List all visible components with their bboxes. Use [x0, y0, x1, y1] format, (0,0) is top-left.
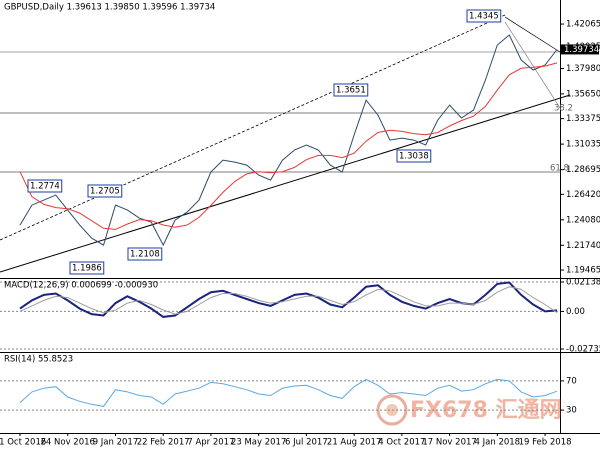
x-tick-label: 7 Apr 2017 [187, 438, 234, 448]
series-line [19, 34, 558, 247]
annotation-box [69, 261, 105, 275]
y-tick-label: 1.33375 [566, 114, 600, 124]
price-annotation: 1.4345 [469, 12, 499, 22]
fibo-label: 61.8 [550, 164, 569, 174]
chart-title: GBPUSD,Daily 1.39613 1.39850 1.39596 1.3… [4, 3, 215, 13]
price-annotation: 1.2774 [30, 182, 60, 192]
annotation-box [333, 83, 369, 97]
price-annotation: 1.2705 [90, 187, 120, 197]
price-annotation: 1.2108 [130, 250, 160, 260]
y-tick-label: 0.00 [566, 307, 585, 317]
fibo-trend [504, 16, 561, 53]
series-line [19, 286, 558, 315]
y-tick-label: 1.31035 [566, 140, 600, 150]
annotation-box [396, 149, 432, 163]
y-tick-label: -0.027353 [566, 345, 600, 355]
x-tick-label: 4 Oct 2017 [378, 438, 425, 448]
x-tick-label: 9 Jan 2017 [93, 438, 139, 448]
x-tick-label: 23 May 2017 [231, 438, 286, 448]
last-price-label: 1.39734 [564, 45, 599, 55]
fibo-label: 38.2 [554, 104, 573, 114]
y-tick-label: 1.42065 [566, 20, 600, 30]
trend-line [0, 94, 571, 273]
annotation-box [27, 179, 63, 193]
x-tick-label: 11 Oct 2016 [0, 438, 46, 448]
price-annotation: 1.1986 [72, 264, 102, 274]
x-tick-label: 24 Nov 2016 [41, 438, 95, 448]
price-annotation: 1.3651 [336, 86, 366, 96]
chart-layer: 1.420651.400251.379801.356501.333751.310… [0, 9, 600, 448]
x-tick-label: 21 Aug 2017 [327, 438, 381, 448]
y-tick-label: 0.021384 [566, 278, 600, 288]
y-tick-label: 1.19465 [566, 266, 600, 276]
y-tick-label: 70 [566, 376, 577, 386]
annotation-box [466, 9, 502, 23]
y-tick-label: 1.21740 [566, 241, 600, 251]
frames [0, 0, 600, 434]
rsi-title: RSI(14) 55.8523 [4, 355, 73, 365]
channel-line [0, 14, 506, 241]
series-line [19, 62, 558, 230]
macd-title: MACD(12,26,9) 0.000699 -0.000930 [4, 281, 158, 291]
y-tick-label: 1.35650 [566, 89, 600, 99]
x-tick-label: 4 Jan 2018 [475, 438, 521, 448]
annotation-box [127, 247, 163, 261]
series-line [19, 378, 558, 407]
y-tick-label: 30 [566, 406, 577, 416]
x-tick-label: 22 Feb 2017 [137, 438, 190, 448]
annotation-box [87, 184, 123, 198]
x-tick-label: 6 Jul 2017 [285, 438, 328, 448]
fibo-trend [504, 21, 561, 109]
x-tick-label: 17 Nov 2017 [422, 438, 476, 448]
y-tick-label: 1.24080 [566, 215, 600, 225]
y-tick-label: 1.26420 [566, 190, 600, 200]
y-tick-label: 1.37980 [566, 64, 600, 74]
y-tick-label: 1.28695 [566, 165, 600, 175]
x-tick-label: 19 Feb 2018 [519, 438, 572, 448]
price-annotation: 1.3038 [399, 152, 429, 162]
last-price-box [561, 44, 599, 55]
